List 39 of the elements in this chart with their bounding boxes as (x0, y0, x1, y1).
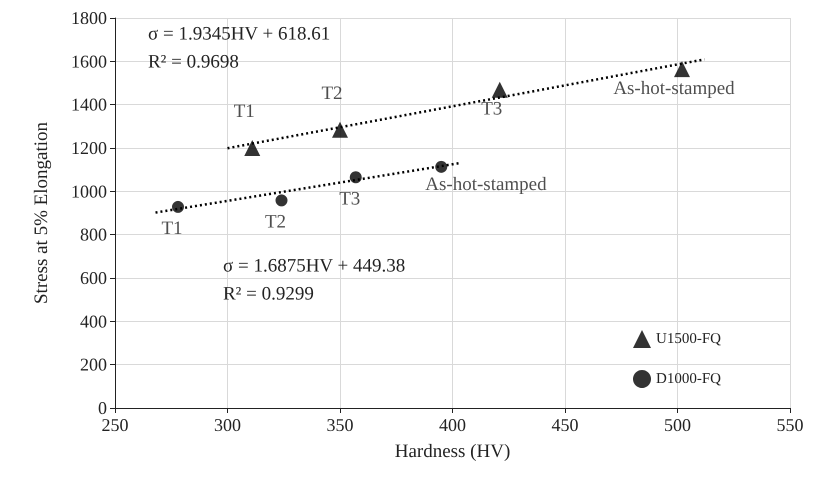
y-axis-title: Stress at 5% Elongation (31, 121, 52, 304)
data-label: As-hot-stamped (425, 174, 548, 195)
point (172, 200, 184, 213)
point (276, 194, 288, 206)
y-tick-label: 200 (80, 354, 107, 375)
y-tick-label: 1400 (71, 94, 107, 115)
point (435, 160, 448, 173)
y-tick-label: 1200 (71, 138, 107, 158)
y-tick-label: 800 (80, 224, 107, 245)
point (332, 122, 348, 138)
y-tick-label: 1600 (71, 51, 107, 72)
y-tick-label: 1800 (71, 8, 107, 28)
x-tick-label: 550 (776, 415, 804, 435)
x-tick-label: 350 (326, 415, 354, 435)
y-tick-label: 400 (80, 311, 107, 332)
y-tick-label: 1000 (71, 181, 107, 202)
point (350, 171, 362, 184)
annotation: σ = 1.6875HV + 449.38 R² = 0.9299 (223, 256, 406, 304)
data-label: T2 (321, 82, 343, 104)
x-tick-label: 300 (214, 415, 241, 435)
data-label: T3 (339, 188, 360, 210)
y-tick-label: 600 (80, 268, 107, 288)
x-tick-label: 250 (102, 415, 128, 435)
data-label: T3 (481, 98, 502, 120)
data-label: T2 (264, 211, 286, 232)
point (492, 82, 508, 98)
point (244, 140, 260, 156)
legend-label: D1000-FQ (656, 371, 722, 387)
x-tick-label: 450 (552, 415, 578, 435)
data-label: T1 (234, 101, 255, 122)
data-label: T1 (161, 218, 183, 239)
y-tick-label: 0 (98, 398, 107, 418)
x-tick-label: 500 (664, 415, 691, 435)
data-label: As-hot-stamped (613, 78, 736, 100)
legend-label: U1500-FQ (656, 331, 722, 347)
point (674, 61, 690, 78)
annotation: σ = 1.9345HV + 618.61 R² = 0.9698 (148, 24, 330, 72)
x-axis-title: Hardness (HV) (394, 441, 510, 462)
x-tick-label: 400 (439, 415, 466, 435)
